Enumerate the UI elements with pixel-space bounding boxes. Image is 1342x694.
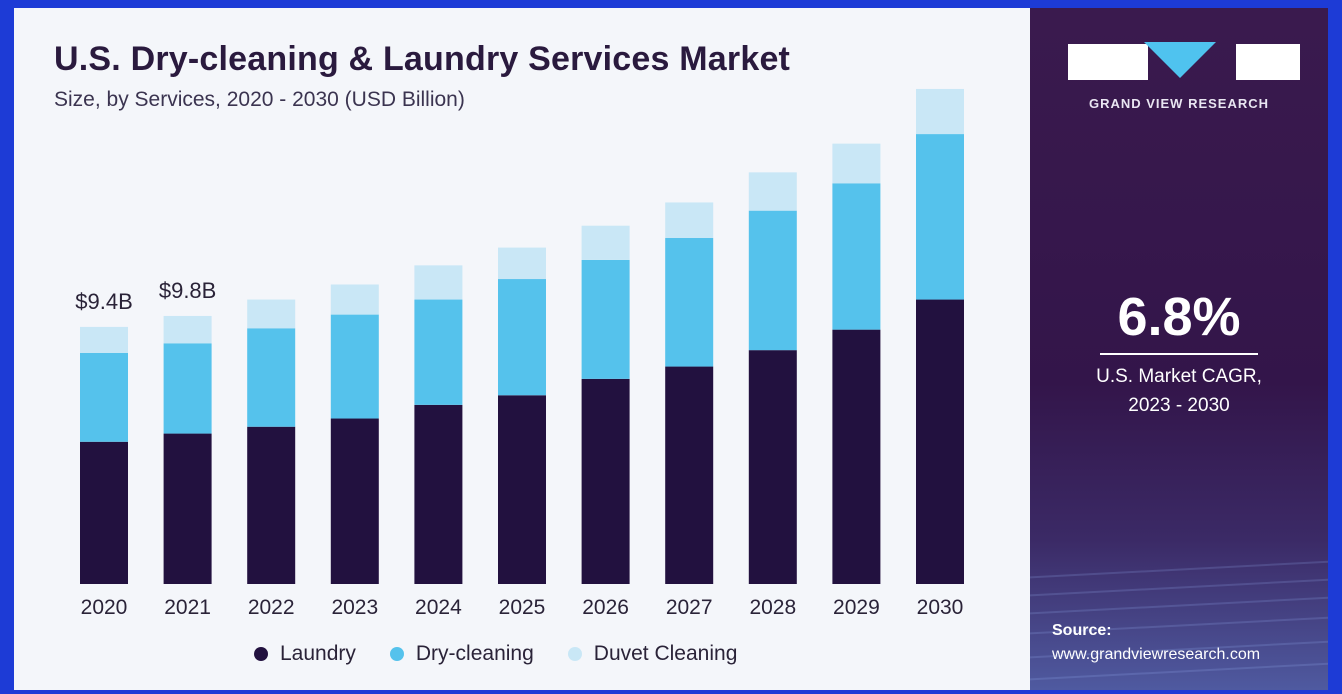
legend-swatch-dry-cleaning	[389, 647, 404, 661]
logo-right-block	[1236, 44, 1300, 80]
legend-label-dry-cleaning: Dry-cleaning	[415, 642, 534, 665]
decorative-streak	[1030, 594, 1328, 616]
bar-duvet-cleaning-2029	[832, 143, 881, 184]
decorative-streak	[1030, 576, 1328, 598]
bar-laundry-2029	[832, 329, 881, 584]
bar-duvet-cleaning-2022	[247, 299, 296, 329]
x-tick-label: 2022	[248, 596, 295, 619]
legend-label-duvet-cleaning: Duvet Cleaning	[593, 642, 738, 665]
x-tick-label: 2027	[666, 596, 713, 619]
stacked-bar-chart: 2020 $9.4B 2021 $9.8B 2022 2023 2024 2025 2026 20…	[75, 88, 964, 619]
bar-duvet-cleaning-2026	[581, 225, 630, 260]
legend-swatch-duvet-cleaning	[567, 647, 582, 661]
x-tick-label: 2024	[415, 596, 462, 619]
x-tick-label: 2020	[81, 596, 128, 619]
chart-card: U.S. Dry-cleaning & Laundry Services Mar…	[14, 8, 1328, 690]
bar-dry-cleaning-2021	[163, 343, 212, 434]
bar-duvet-cleaning-2023	[330, 284, 379, 315]
bar-laundry-2025	[498, 395, 546, 584]
x-tick-label: 2025	[499, 596, 546, 619]
bar-dry-cleaning-2030	[916, 134, 964, 300]
bar-dry-cleaning-2020	[80, 352, 128, 442]
x-tick-label: 2021	[164, 596, 211, 619]
cagr-divider	[1100, 353, 1258, 355]
bar-duvet-cleaning-2024	[414, 265, 463, 300]
legend-item-laundry: Laundry	[254, 642, 356, 666]
x-tick-label: 2026	[582, 596, 629, 619]
bar-laundry-2024	[414, 404, 463, 584]
bar-laundry-2026	[581, 378, 630, 584]
source-block: Source: www.grandviewresearch.com	[1052, 622, 1260, 664]
bar-dry-cleaning-2025	[498, 279, 546, 396]
bar-dry-cleaning-2029	[832, 183, 881, 330]
logo-left-block	[1068, 44, 1148, 80]
bar-duvet-cleaning-2020	[80, 326, 128, 353]
legend-item-dry-cleaning: Dry-cleaning	[389, 642, 534, 666]
bar-dry-cleaning-2028	[748, 210, 797, 351]
cagr-value: 6.8%	[1117, 287, 1241, 347]
source-label: Source:	[1052, 622, 1112, 639]
x-tick-label: 2030	[917, 596, 964, 619]
data-label: $9.8B	[159, 278, 217, 303]
legend-label-laundry: Laundry	[280, 642, 356, 665]
bar-duvet-cleaning-2025	[498, 247, 546, 280]
bar-duvet-cleaning-2021	[163, 315, 212, 344]
bar-dry-cleaning-2022	[247, 328, 296, 427]
x-tick-label: 2028	[749, 596, 796, 619]
legend-item-duvet-cleaning: Duvet Cleaning	[567, 642, 738, 666]
summary-panel: GRAND VIEW RESEARCH 6.8% U.S. Market CAG…	[1030, 8, 1328, 690]
logo-triangle-icon	[1144, 42, 1216, 78]
bar-laundry-2030	[916, 299, 964, 584]
bar-laundry-2021	[163, 433, 212, 584]
bar-laundry-2023	[330, 418, 379, 584]
bar-laundry-2028	[748, 350, 797, 584]
chart-subtitle: Size, by Services, 2020 - 2030 (USD Bill…	[54, 88, 465, 111]
bar-dry-cleaning-2026	[581, 259, 630, 379]
bar-dry-cleaning-2027	[665, 238, 714, 367]
source-link[interactable]: www.grandviewresearch.com	[1052, 646, 1261, 663]
brand-name: GRAND VIEW RESEARCH	[1088, 96, 1270, 111]
cagr-label-line2: 2023 - 2030	[1128, 395, 1230, 416]
data-label: $9.4B	[75, 289, 133, 314]
cagr-label: U.S. Market CAGR, 2023 - 2030	[1030, 362, 1328, 420]
x-tick-label: 2023	[331, 596, 378, 619]
bar-duvet-cleaning-2027	[665, 202, 714, 239]
x-tick-label: 2029	[833, 596, 880, 619]
bar-laundry-2020	[80, 441, 128, 584]
bar-duvet-cleaning-2030	[916, 88, 964, 135]
bar-laundry-2027	[665, 366, 714, 584]
bar-dry-cleaning-2024	[414, 299, 463, 405]
chart-title: U.S. Dry-cleaning & Laundry Services Mar…	[54, 40, 791, 78]
bar-laundry-2022	[247, 426, 296, 584]
chart-legend: Laundry Dry-cleaning Duvet Cleaning	[254, 640, 737, 668]
decorative-streak	[1030, 558, 1328, 580]
bar-duvet-cleaning-2028	[748, 172, 797, 211]
bar-dry-cleaning-2023	[330, 314, 379, 419]
cagr-label-line1: U.S. Market CAGR,	[1096, 366, 1262, 387]
chart-panel: U.S. Dry-cleaning & Laundry Services Mar…	[14, 8, 1030, 690]
legend-swatch-laundry	[254, 647, 268, 661]
